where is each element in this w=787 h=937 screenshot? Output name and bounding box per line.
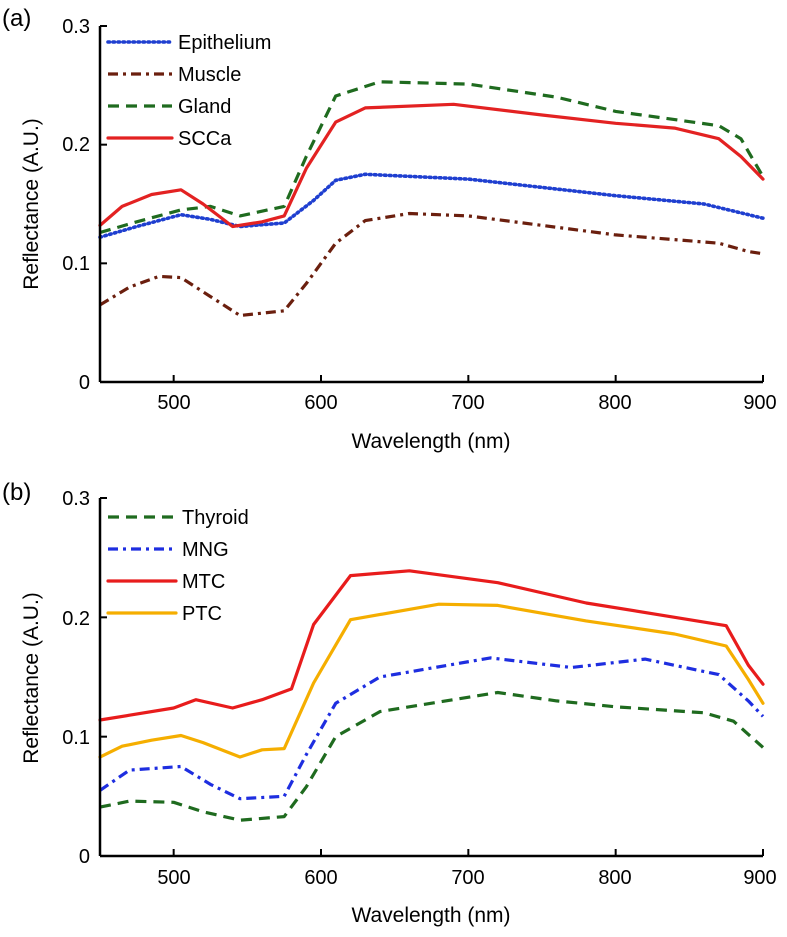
panel-a-legend: Epithelium Muscle Gland SCCa [106,32,271,150]
panel-b-xtick-label: 600 [304,867,337,889]
panel-a-label: (a) [2,5,31,32]
legend-label-mng: MNG [182,539,229,561]
panel-b-label: (b) [2,479,31,506]
panel-a-ticks [100,25,764,383]
panel-a-xtick-label: 900 [743,392,776,414]
series-line-scca [98,102,765,229]
panel-b-x-axis-title: Wavelength (nm) [351,904,510,927]
panel-a-x-axis-title: Wavelength (nm) [351,430,510,453]
panel-a-xtick-label: 800 [598,392,631,414]
panel-b: (b) 0 0.1 0.2 0.3 500 600 700 800 900 Wa… [2,479,777,927]
panel-a-xtick-label: 500 [157,392,190,414]
legend-label-scca: SCCa [178,128,232,150]
panel-b-xtick-label: 900 [743,867,776,889]
series-line-mng [99,656,765,801]
panel-b-ticks [100,497,764,857]
panel-b-y-axis-title: Reflectance (A.U.) [20,592,43,764]
panel-b-legend: Thyroid MNG MTC PTC [106,507,249,625]
panel-a-xtick-label: 700 [451,392,484,414]
panel-b-xtick-label: 500 [157,867,190,889]
panel-a: (a) 0 0.1 0.2 0.3 500 600 700 800 900 Wa… [2,5,777,453]
legend-label-thyroid: Thyroid [182,507,249,529]
panel-a-ytick-label: 0 [79,372,90,394]
legend-label-muscle: Muscle [178,64,241,86]
panel-b-ytick-label: 0.3 [62,488,90,510]
series-line-mtc [98,569,765,722]
panel-a-ytick-label: 0.2 [62,134,90,156]
panel-a-ytick-label: 0.1 [62,253,90,275]
panel-b-ytick-label: 0.1 [62,727,90,749]
panel-a-y-axis-title: Reflectance (A.U.) [20,118,43,290]
panel-b-series [98,569,765,822]
series-line-thyroid [99,690,765,822]
series-line-epithelium [98,172,765,239]
panel-a-ytick-label: 0.3 [62,16,90,38]
series-line-gland [99,80,765,235]
panel-b-xtick-label: 700 [451,867,484,889]
panel-a-series [98,80,765,318]
legend-label-epithelium: Epithelium [178,32,271,54]
panel-a-xtick-label: 600 [304,392,337,414]
series-line-muscle [99,211,764,318]
legend-label-ptc: PTC [182,603,222,625]
panel-b-ytick-label: 0 [79,846,90,868]
series-line-ptc [98,602,765,759]
panel-b-xtick-label: 800 [598,867,631,889]
panel-b-ytick-label: 0.2 [62,608,90,630]
legend-label-gland: Gland [178,96,231,118]
legend-label-mtc: MTC [182,571,225,593]
